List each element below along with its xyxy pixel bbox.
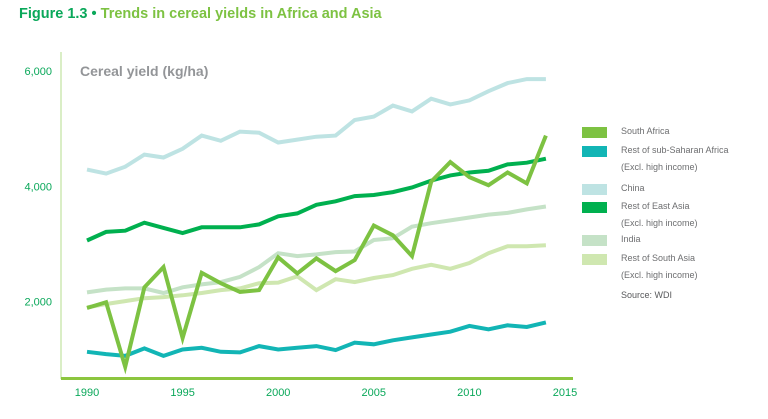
x-tick-label: 2015 [553, 387, 577, 399]
series-line-rest-of-east-asia-excl-high-income [86, 156, 547, 243]
series-line-india [86, 204, 547, 296]
axes: 2,000 4,000 6,000 1990 1995 2000 2005 2010 2015 [24, 52, 577, 399]
y-tick-label: 2,000 [24, 297, 52, 309]
series-line-rest-of-south-asia-excl-high-income [86, 243, 547, 310]
figure-number: Figure 1.3 [19, 6, 88, 22]
legend-label: (Excl. high income) [621, 269, 698, 280]
x-tick-label: 2000 [266, 387, 290, 399]
legend-swatch [582, 127, 607, 138]
legend-label: Rest of sub-Saharan Africa [621, 145, 729, 155]
legend-label: (Excl. high income) [621, 161, 698, 172]
legend-swatch [582, 202, 607, 213]
y-axis-label: Cereal yield (kg/ha) [80, 63, 208, 79]
x-tick-label: 1990 [75, 387, 99, 399]
x-tick-label: 2010 [457, 387, 481, 399]
legend-label: Rest of South Asia [621, 253, 696, 263]
legend-label: China [621, 183, 645, 193]
legend-swatch [582, 254, 607, 265]
legend-swatch [582, 235, 607, 246]
legend-label: South Africa [621, 126, 670, 136]
y-tick-label: 6,000 [24, 66, 52, 78]
x-tick-label: 1995 [170, 387, 194, 399]
title-bullet: • [91, 6, 97, 22]
legend-label: (Excl. high income) [621, 217, 698, 228]
legend-swatch [582, 146, 607, 157]
legend-label: Rest of East Asia [621, 201, 690, 211]
series-line-south-africa [86, 134, 548, 375]
x-tick-label: 2005 [362, 387, 386, 399]
legend-swatch [582, 184, 607, 195]
legend-label: India [621, 234, 641, 244]
series-lines [86, 77, 548, 375]
y-tick-label: 4,000 [24, 181, 52, 193]
legend: South Africa Rest of sub-Saharan Africa (E… [582, 0, 768, 419]
series-line-china [86, 77, 546, 176]
figure-title-text: Trends in cereal yields in Africa and As… [100, 6, 382, 22]
figure-title: Figure 1.3 • Trends in cereal yields in … [19, 6, 382, 22]
series-line-rest-of-sub-saharan-africa-excl-high-income [86, 320, 547, 359]
